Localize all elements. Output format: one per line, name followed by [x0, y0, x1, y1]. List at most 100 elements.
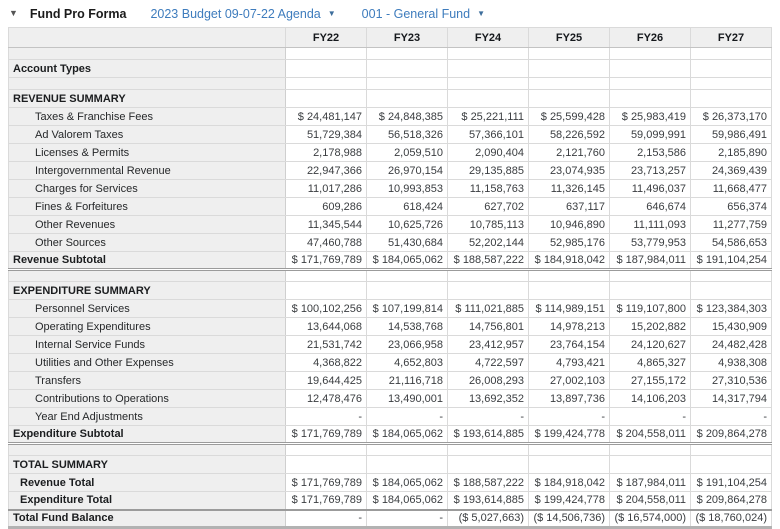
cell-fy23: 2,059,510: [366, 143, 448, 162]
row-label: Expenditure Total: [8, 491, 286, 511]
cell-fy24: 14,756,801: [447, 317, 529, 336]
corner-cell: [8, 27, 286, 48]
cell-fy27: $ 26,373,170: [690, 107, 772, 126]
cell-fy24: 52,202,144: [447, 233, 529, 252]
cell-fy22: [285, 443, 367, 456]
cell-fy22: 51,729,384: [285, 125, 367, 144]
row-label: Operating Expenditures: [8, 317, 286, 336]
cell-fy26: $ 119,107,800: [609, 299, 691, 318]
cell-fy22: 609,286: [285, 197, 367, 216]
cell-fy27: $ 209,864,278: [690, 491, 772, 511]
cell-fy25: 2,121,760: [528, 143, 610, 162]
caret-down-icon[interactable]: ▼: [9, 8, 18, 18]
pro-forma-table: FY22 FY23 FY24 FY25 FY26 FY27 Account Types RE…: [8, 27, 772, 529]
cell-fy22: 11,017,286: [285, 179, 367, 198]
row-label: Year End Adjustments: [8, 407, 286, 426]
cell-fy24: 29,135,885: [447, 161, 529, 180]
cell-fy24: 2,090,404: [447, 143, 529, 162]
cell-fy23: 13,490,001: [366, 389, 448, 408]
table-row-intergovernmental-revenue: Intergovernmental Revenue 22,947,366 26,97…: [8, 161, 772, 180]
cell-fy23: $ 184,065,062: [366, 425, 448, 445]
cell-fy27: [690, 269, 772, 282]
cell-fy24: -: [447, 407, 529, 426]
cell-fy25: 23,074,935: [528, 161, 610, 180]
row-label: Utilities and Other Expenses: [8, 353, 286, 372]
row-label: Revenue Total: [8, 473, 286, 492]
cell-fy24: [447, 77, 529, 90]
cell-fy23: [366, 89, 448, 108]
table-row-expenditure-total: Expenditure Total $ 171,769,789 $ 184,065,…: [8, 491, 772, 511]
cell-fy27: 14,317,794: [690, 389, 772, 408]
table-row-revenue-subtotal: Revenue Subtotal $ 171,769,789 $ 184,065,0…: [8, 251, 772, 271]
cell-fy22: [285, 89, 367, 108]
cell-fy24: $ 193,614,885: [447, 491, 529, 511]
table-row-spacer: [8, 443, 772, 456]
column-header-fy23: FY23: [366, 27, 448, 48]
cell-fy23: [366, 455, 448, 474]
row-label: Expenditure Subtotal: [8, 425, 286, 445]
cell-fy26: [609, 47, 691, 60]
cell-fy22: 21,531,742: [285, 335, 367, 354]
row-label: [8, 47, 286, 60]
table-row-internal-service-funds: Internal Service Funds 21,531,742 23,066,9…: [8, 335, 772, 354]
cell-fy25: 27,002,103: [528, 371, 610, 390]
cell-fy24: 13,692,352: [447, 389, 529, 408]
row-label: [8, 77, 286, 90]
column-header-fy24: FY24: [447, 27, 529, 48]
cell-fy26: 2,153,586: [609, 143, 691, 162]
cell-fy22: [285, 455, 367, 474]
table-row-utilities-and-other-expenses: Utilities and Other Expenses 4,368,822 4,6…: [8, 353, 772, 372]
page-title: Fund Pro Forma: [29, 6, 127, 21]
row-label: Account Types: [8, 59, 286, 78]
cell-fy24: 57,366,101: [447, 125, 529, 144]
cell-fy27: 15,430,909: [690, 317, 772, 336]
cell-fy24: 10,785,113: [447, 215, 529, 234]
cell-fy26: $ 25,983,419: [609, 107, 691, 126]
cell-fy26: 59,099,991: [609, 125, 691, 144]
cell-fy22: 47,460,788: [285, 233, 367, 252]
cell-fy26: 646,674: [609, 197, 691, 216]
cell-fy25: [528, 443, 610, 456]
cell-fy23: 4,652,803: [366, 353, 448, 372]
cell-fy27: $ 191,104,254: [690, 473, 772, 492]
cell-fy27: [690, 281, 772, 300]
cell-fy22: $ 100,102,256: [285, 299, 367, 318]
table-header: FY22 FY23 FY24 FY25 FY26 FY27: [8, 27, 772, 48]
cell-fy22: [285, 269, 367, 282]
cell-fy22: [285, 281, 367, 300]
cell-fy27: 24,369,439: [690, 161, 772, 180]
cell-fy23: 10,993,853: [366, 179, 448, 198]
column-header-fy27: FY27: [690, 27, 772, 48]
cell-fy27: [690, 89, 772, 108]
cell-fy26: 24,120,627: [609, 335, 691, 354]
table-row-other-revenues: Other Revenues 11,345,544 10,625,726 10,785…: [8, 215, 772, 234]
cell-fy22: 2,178,988: [285, 143, 367, 162]
cell-fy27: 27,310,536: [690, 371, 772, 390]
cell-fy23: 23,066,958: [366, 335, 448, 354]
budget-selector[interactable]: 2023 Budget 09-07-22 Agenda ▼: [150, 7, 335, 21]
cell-fy24: 11,158,763: [447, 179, 529, 198]
cell-fy25: -: [528, 407, 610, 426]
cell-fy25: 11,326,145: [528, 179, 610, 198]
cell-fy25: $ 184,918,042: [528, 251, 610, 271]
cell-fy25: 14,978,213: [528, 317, 610, 336]
fund-selector[interactable]: 001 - General Fund ▼: [362, 7, 485, 21]
cell-fy26: 15,202,882: [609, 317, 691, 336]
cell-fy24: $ 193,614,885: [447, 425, 529, 445]
table-row-personnel-services: Personnel Services $ 100,102,256 $ 107,199…: [8, 299, 772, 318]
cell-fy23: 618,424: [366, 197, 448, 216]
cell-fy23: -: [366, 407, 448, 426]
row-label: Internal Service Funds: [8, 335, 286, 354]
cell-fy22: $ 171,769,789: [285, 251, 367, 271]
cell-fy26: 53,779,953: [609, 233, 691, 252]
cell-fy26: 14,106,203: [609, 389, 691, 408]
budget-selector-label: 2023 Budget 09-07-22 Agenda: [150, 6, 321, 21]
table-row-licenses-permits: Licenses & Permits 2,178,988 2,059,510 2,09…: [8, 143, 772, 162]
cell-fy26: 27,155,172: [609, 371, 691, 390]
cell-fy23: $ 24,848,385: [366, 107, 448, 126]
cell-fy26: 23,713,257: [609, 161, 691, 180]
cell-fy25: [528, 281, 610, 300]
cell-fy27: [690, 455, 772, 474]
cell-fy23: [366, 269, 448, 282]
cell-fy27: 2,185,890: [690, 143, 772, 162]
